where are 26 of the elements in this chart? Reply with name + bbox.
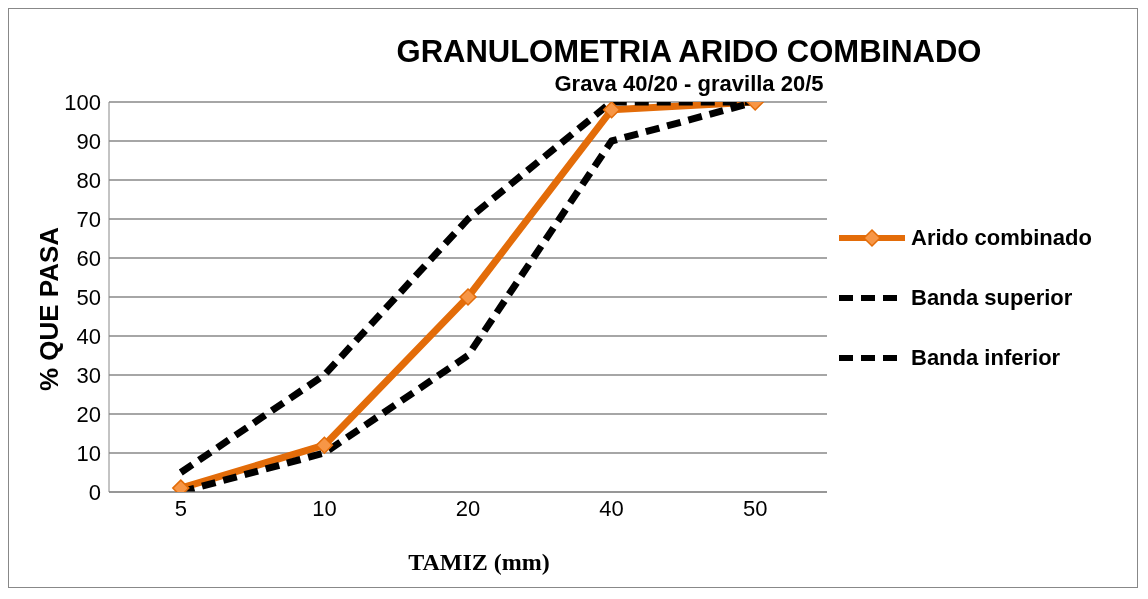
y-axis-title: % QUE PASA — [33, 226, 65, 392]
x-tick-label: 5 — [174, 495, 187, 521]
x-axis-title: TAMIZ (mm) — [407, 549, 551, 576]
legend-label: Arido combinado — [911, 225, 1092, 251]
y-tick-label: 60 — [76, 245, 101, 271]
y-tick-label: 80 — [76, 167, 101, 193]
y-tick-label: 30 — [76, 362, 101, 388]
x-tick-label: 20 — [455, 495, 481, 521]
point — [602, 102, 621, 119]
point — [459, 288, 477, 306]
y-tick-label: 90 — [76, 128, 101, 154]
y-tick-label: 0 — [88, 479, 101, 505]
y-tick-label: 100 — [64, 89, 101, 115]
y-tick-label: 10 — [76, 440, 101, 466]
x-tick-label: 50 — [742, 495, 768, 521]
y-tick-label: 50 — [76, 284, 101, 310]
y-tick-label: 70 — [76, 206, 101, 232]
y-tick-label: 40 — [76, 323, 101, 349]
x-tick-label: 40 — [599, 495, 624, 521]
legend-label: Banda inferior — [911, 345, 1061, 371]
legend-label: Banda superior — [911, 285, 1073, 311]
chart-title: GRANULOMETRIA ARIDO COMBINADO — [395, 34, 983, 69]
x-tick-label: 10 — [312, 495, 337, 521]
point — [315, 436, 334, 454]
y-tick-label: 20 — [76, 401, 101, 427]
chart-subtitle: Grava 40/20 - gravilla 20/5 — [553, 71, 825, 97]
